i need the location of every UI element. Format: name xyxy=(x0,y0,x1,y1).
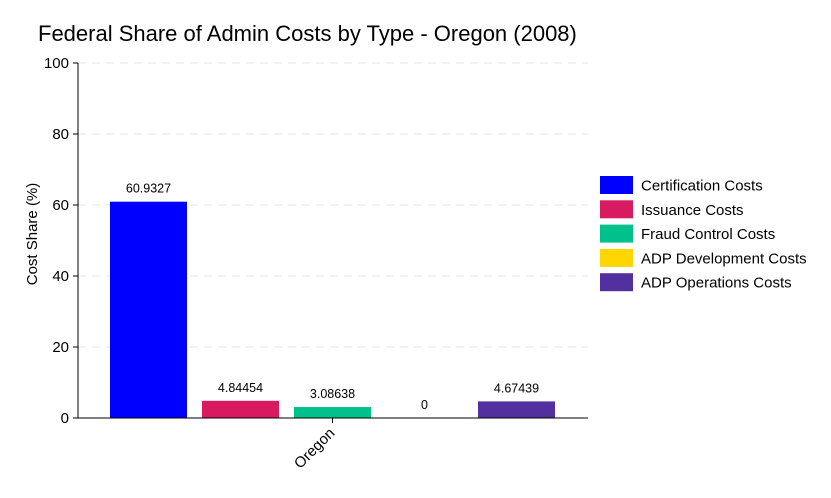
legend-swatch xyxy=(600,176,633,194)
legend-label: Issuance Costs xyxy=(641,202,744,219)
y-tick-label: 0 xyxy=(61,410,69,427)
bar xyxy=(202,400,279,418)
y-tick-label: 60 xyxy=(52,197,69,214)
data-label: 4.67439 xyxy=(494,381,539,395)
legend-label: Certification Costs xyxy=(641,178,763,195)
legend-swatch xyxy=(600,248,633,267)
legend-swatch xyxy=(600,224,633,243)
legend-label: ADP Development Costs xyxy=(641,250,807,267)
chart-title: Federal Share of Admin Costs by Type - O… xyxy=(38,21,577,46)
y-axis-label: Cost Share (%) xyxy=(24,183,41,286)
data-labels: 60.9327 4.84454 3.08638 0 4.67439 xyxy=(126,182,539,412)
x-axis-ticks: Oregon xyxy=(291,418,338,472)
legend-label: ADP Operations Costs xyxy=(641,275,792,292)
x-tick-label: Oregon xyxy=(291,425,338,472)
data-label: 0 xyxy=(421,398,428,412)
bar xyxy=(478,401,555,418)
bar xyxy=(294,407,371,418)
y-tick-label: 100 xyxy=(44,55,69,72)
data-label: 4.84454 xyxy=(218,381,263,395)
y-tick-label: 20 xyxy=(52,339,69,356)
legend-swatch xyxy=(600,200,633,219)
legend-label: Fraud Control Costs xyxy=(641,226,775,243)
legend-swatch xyxy=(600,273,633,292)
bars xyxy=(110,201,555,418)
bar xyxy=(110,201,187,418)
legend: Certification Costs Issuance Costs Fraud C… xyxy=(600,176,807,292)
data-label: 60.9327 xyxy=(126,182,171,196)
y-tick-label: 80 xyxy=(52,126,69,143)
y-tick-label: 40 xyxy=(52,268,69,285)
data-label: 3.08638 xyxy=(310,387,355,401)
y-axis-ticks: 0 20 40 60 80 100 xyxy=(44,55,78,427)
